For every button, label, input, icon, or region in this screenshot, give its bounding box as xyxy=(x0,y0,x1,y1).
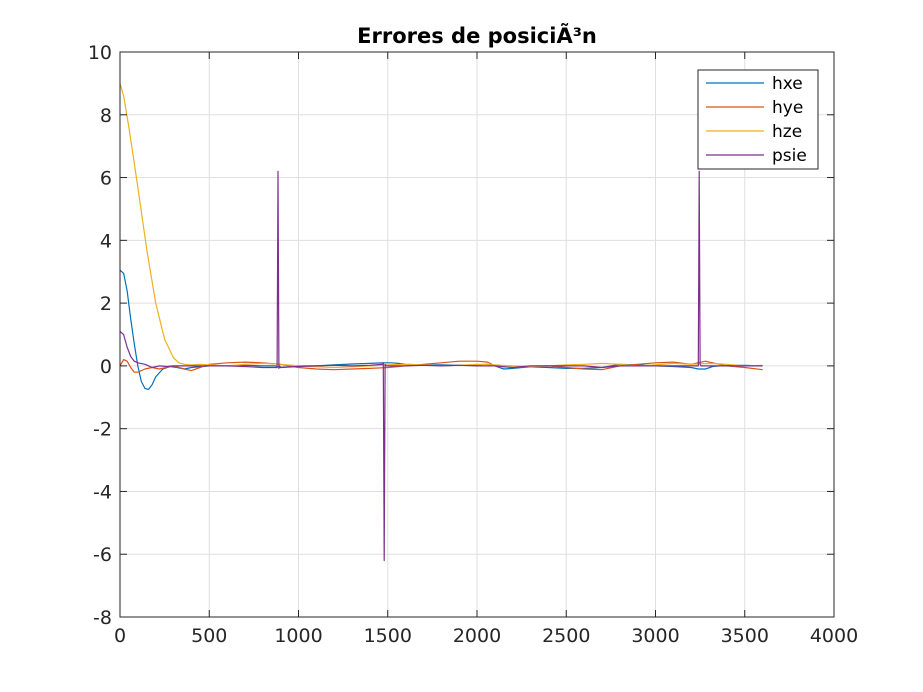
x-tick-label: 1000 xyxy=(274,625,322,647)
y-tick-label: 6 xyxy=(100,168,112,190)
legend-label-hxe: hxe xyxy=(772,74,803,94)
x-tick-label: 3000 xyxy=(631,625,679,647)
y-tick-label: 10 xyxy=(88,42,112,64)
x-tick-label: 4000 xyxy=(810,625,858,647)
x-tick-label: 0 xyxy=(114,625,126,647)
y-tick-label: 4 xyxy=(100,230,112,252)
x-tick-label: 2500 xyxy=(542,625,590,647)
legend-label-psie: psie xyxy=(772,146,807,166)
y-tick-label: -6 xyxy=(93,544,112,566)
y-tick-label: -4 xyxy=(93,481,112,503)
y-tick-label: 8 xyxy=(100,105,112,127)
series-line-hye xyxy=(119,359,763,373)
x-tick-label: 500 xyxy=(191,625,227,647)
x-tick-label: 1500 xyxy=(364,625,412,647)
y-tick-label: 2 xyxy=(100,293,112,315)
series-lines xyxy=(119,83,763,562)
x-tick-label: 3500 xyxy=(721,625,769,647)
y-tick-label: 0 xyxy=(100,356,112,378)
series-line-psie xyxy=(119,170,763,562)
legend-box xyxy=(697,69,819,170)
legend-label-hze: hze xyxy=(772,122,802,142)
y-tick-label: -2 xyxy=(93,419,112,441)
chart-title: Errores de posiciÃ³n xyxy=(357,23,597,48)
y-tick-label: -8 xyxy=(93,607,112,629)
legend-label-hye: hye xyxy=(772,98,803,118)
axis-ticks: 0 500 1000 1500 2000 2500 3000 3500 4000 -8 -6 -4 -2… xyxy=(88,42,858,647)
legend: hxe hye hze psie xyxy=(697,69,819,170)
x-tick-label: 2000 xyxy=(453,625,501,647)
